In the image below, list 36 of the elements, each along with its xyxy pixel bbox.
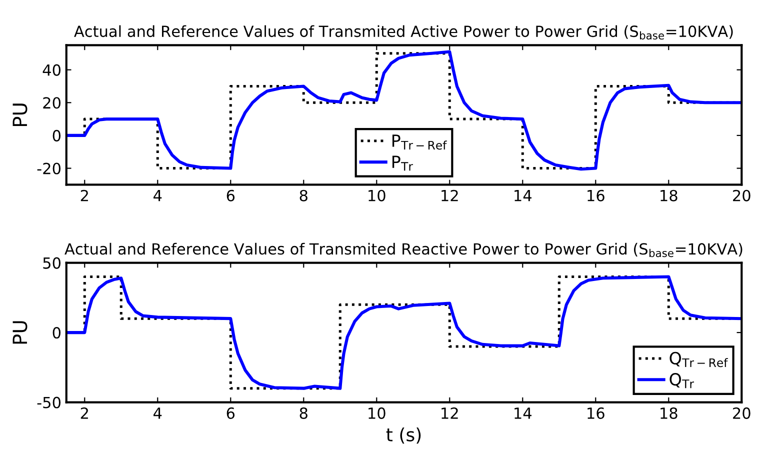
legend-label: P$_{Tr}$	[392, 156, 413, 171]
x-tick-label: 6	[226, 190, 235, 202]
x-tick-label: 18	[660, 190, 678, 202]
x-tick-label: 18	[660, 407, 678, 419]
chart-title: Actual and Reference Values of Transmited Active Power to Power Grid (S$_{base}$=10KVA)	[74, 25, 733, 40]
y-tick-label: -20	[37, 162, 61, 174]
x-tick-label: 10	[368, 190, 386, 202]
x-tick-label: 12	[442, 190, 458, 202]
x-tick-label: 16	[588, 190, 604, 202]
x-tick-label: 12	[442, 407, 458, 419]
x-tick-label: 2	[80, 407, 88, 419]
x-axis-title: t (s)	[386, 428, 421, 444]
legend-label: Q$_{Tr}$	[670, 372, 694, 388]
x-tick-label: 10	[368, 407, 386, 419]
x-tick-label: 8	[300, 190, 308, 202]
y-tick-label: 50	[43, 257, 61, 269]
y-tick-label: -50	[37, 396, 61, 408]
y-axis-title: PU	[12, 321, 28, 344]
x-tick-label: 6	[226, 407, 235, 419]
x-tick-label: 20	[733, 190, 750, 202]
y-tick-label: 20	[43, 97, 61, 109]
x-tick-label: 2	[80, 190, 88, 202]
y-axis-title: PU	[12, 104, 28, 126]
y-tick-label: 0	[52, 327, 61, 339]
x-tick-label: 8	[300, 407, 308, 419]
x-tick-label: 4	[154, 190, 162, 202]
y-tick-label: 0	[52, 130, 61, 142]
legend-label: Q$_{Tr−Ref}$	[670, 352, 728, 368]
x-tick-label: 16	[588, 407, 604, 419]
x-tick-label: 14	[514, 408, 532, 419]
y-tick-label: 40	[42, 64, 61, 76]
x-tick-label: 14	[514, 190, 532, 202]
chart-title: Actual and Reference Values of Transmited Reactive Power to Power Grid (S$_{base}$=10KVA)	[64, 242, 742, 258]
legend-label: P$_{Tr−Ref}$	[392, 134, 447, 150]
x-tick-label: 20	[733, 407, 750, 419]
x-tick-label: 4	[154, 408, 162, 419]
